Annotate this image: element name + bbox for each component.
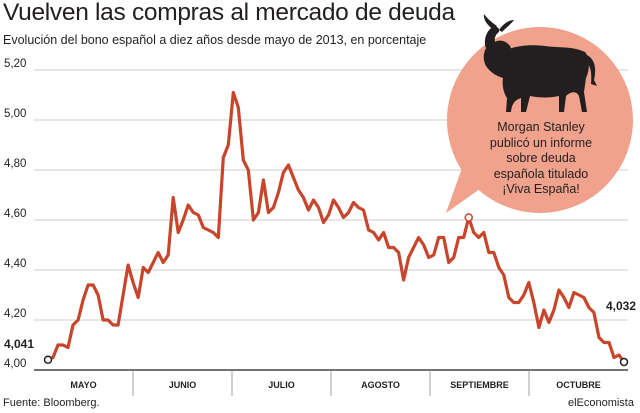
- endpoint-markers: [43, 213, 629, 367]
- bubble-pointer: [446, 168, 484, 213]
- endpoint-labels: 4,041 4,032: [4, 299, 636, 351]
- y-tick-label: 4,80: [4, 158, 26, 170]
- x-axis: MAYO JUNIO JULIO AGOSTO SEPTIEMBRE OCTUBRE: [70, 370, 601, 396]
- annotation-text: Morgan Stanley publicó un informe sobre …: [489, 120, 593, 196]
- x-tick-label: SEPTIEMBRE: [450, 380, 509, 390]
- annotation-marker: [464, 213, 473, 222]
- bull-icon: [483, 14, 597, 112]
- y-tick-label: 5,00: [4, 108, 26, 120]
- y-tick-label: 4,20: [4, 308, 26, 320]
- chart-subtitle: Evolución del bono español a diez años d…: [3, 33, 427, 47]
- annotation-bubble: [446, 14, 633, 213]
- x-tick-label: OCTUBRE: [556, 380, 601, 390]
- y-tick-label: 4,40: [4, 258, 26, 270]
- start-value-label: 4,041: [4, 337, 34, 351]
- brand-logo: elEconomista: [567, 397, 634, 409]
- x-tick-label: MAYO: [70, 380, 96, 390]
- x-tick-label: JUNIO: [169, 380, 197, 390]
- x-tick-label: AGOSTO: [361, 380, 400, 390]
- x-tick-label: JULIO: [268, 380, 295, 390]
- series-line: [46, 90, 626, 364]
- chart-title: Vuelven las compras al mercado de deuda: [3, 0, 455, 26]
- y-tick-label: 4,60: [4, 208, 26, 220]
- end-marker: [619, 357, 629, 367]
- end-value-label: 4,032: [606, 299, 636, 313]
- y-tick-label: 4,00: [4, 358, 26, 370]
- start-marker: [43, 355, 53, 364]
- y-axis-ticks: 5,20 5,00 4,80 4,60 4,40 4,20 4,00: [4, 58, 26, 370]
- y-tick-label: 5,20: [4, 58, 26, 70]
- source-note: Fuente: Bloomberg.: [3, 397, 100, 409]
